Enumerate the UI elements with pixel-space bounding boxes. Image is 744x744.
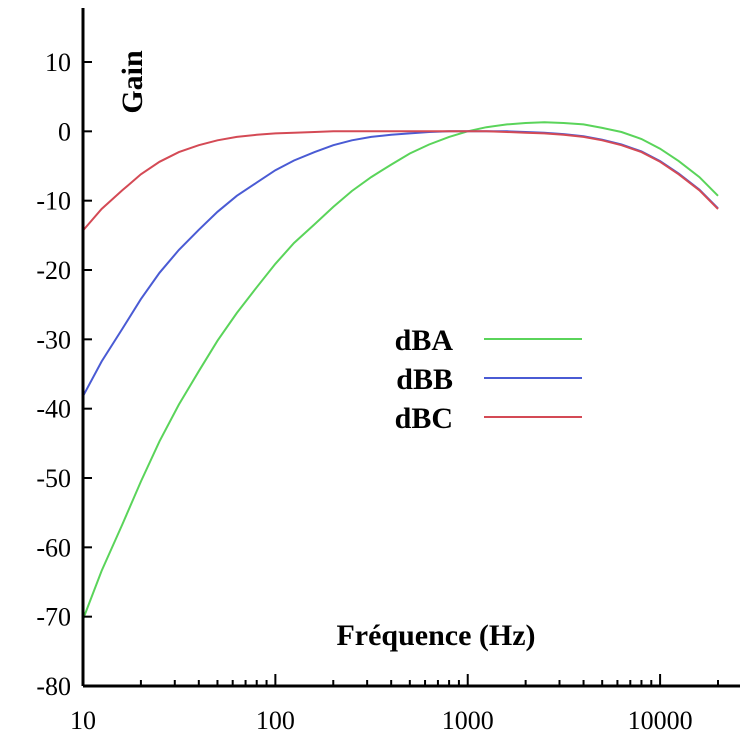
y-tick-label: -60 <box>36 533 71 562</box>
x-tick-label: 10 <box>70 706 96 735</box>
x-axis-title: Fréquence (Hz) <box>336 619 535 652</box>
y-tick-label: -80 <box>36 672 71 701</box>
series-line-dba <box>82 121 719 620</box>
y-tick-label: -70 <box>36 603 71 632</box>
legend-label-dba: dBA <box>395 324 454 357</box>
y-tick-label: -40 <box>36 395 71 424</box>
x-tick-label: 1000 <box>442 706 494 735</box>
y-tick-label: -50 <box>36 464 71 493</box>
y-tick-label: 0 <box>58 117 71 146</box>
y-tick-label: 10 <box>45 48 71 77</box>
x-tick-label: 10000 <box>628 706 693 735</box>
y-tick-label: -30 <box>36 325 71 354</box>
series-layer <box>82 121 719 620</box>
legend: dBA dBB dBC <box>395 324 582 435</box>
series-line-dbc <box>82 130 719 232</box>
legend-label-dbc: dBC <box>395 402 453 435</box>
y-tick-label: -10 <box>36 187 71 216</box>
y-axis-title: Gain <box>116 50 149 114</box>
y-tick-label: -20 <box>36 256 71 285</box>
x-tick-label: 100 <box>256 706 295 735</box>
legend-label-dbb: dBB <box>396 363 453 396</box>
